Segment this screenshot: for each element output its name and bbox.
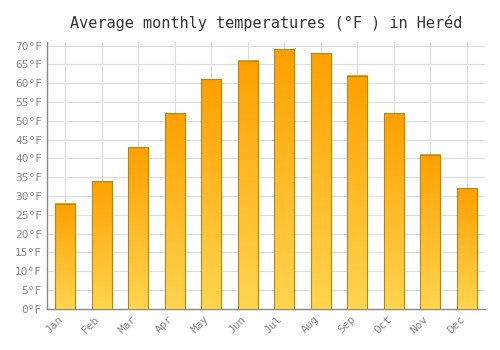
Bar <box>92 181 112 309</box>
Bar <box>274 49 294 309</box>
Bar <box>128 147 148 309</box>
Bar <box>201 79 221 309</box>
Bar <box>310 53 330 309</box>
Bar <box>456 188 477 309</box>
Bar <box>347 76 368 309</box>
Title: Average monthly temperatures (°F ) in Heréd: Average monthly temperatures (°F ) in He… <box>70 15 462 31</box>
Bar <box>420 155 440 309</box>
Bar <box>164 113 184 309</box>
Bar <box>384 113 404 309</box>
Bar <box>238 61 258 309</box>
Bar <box>55 203 75 309</box>
